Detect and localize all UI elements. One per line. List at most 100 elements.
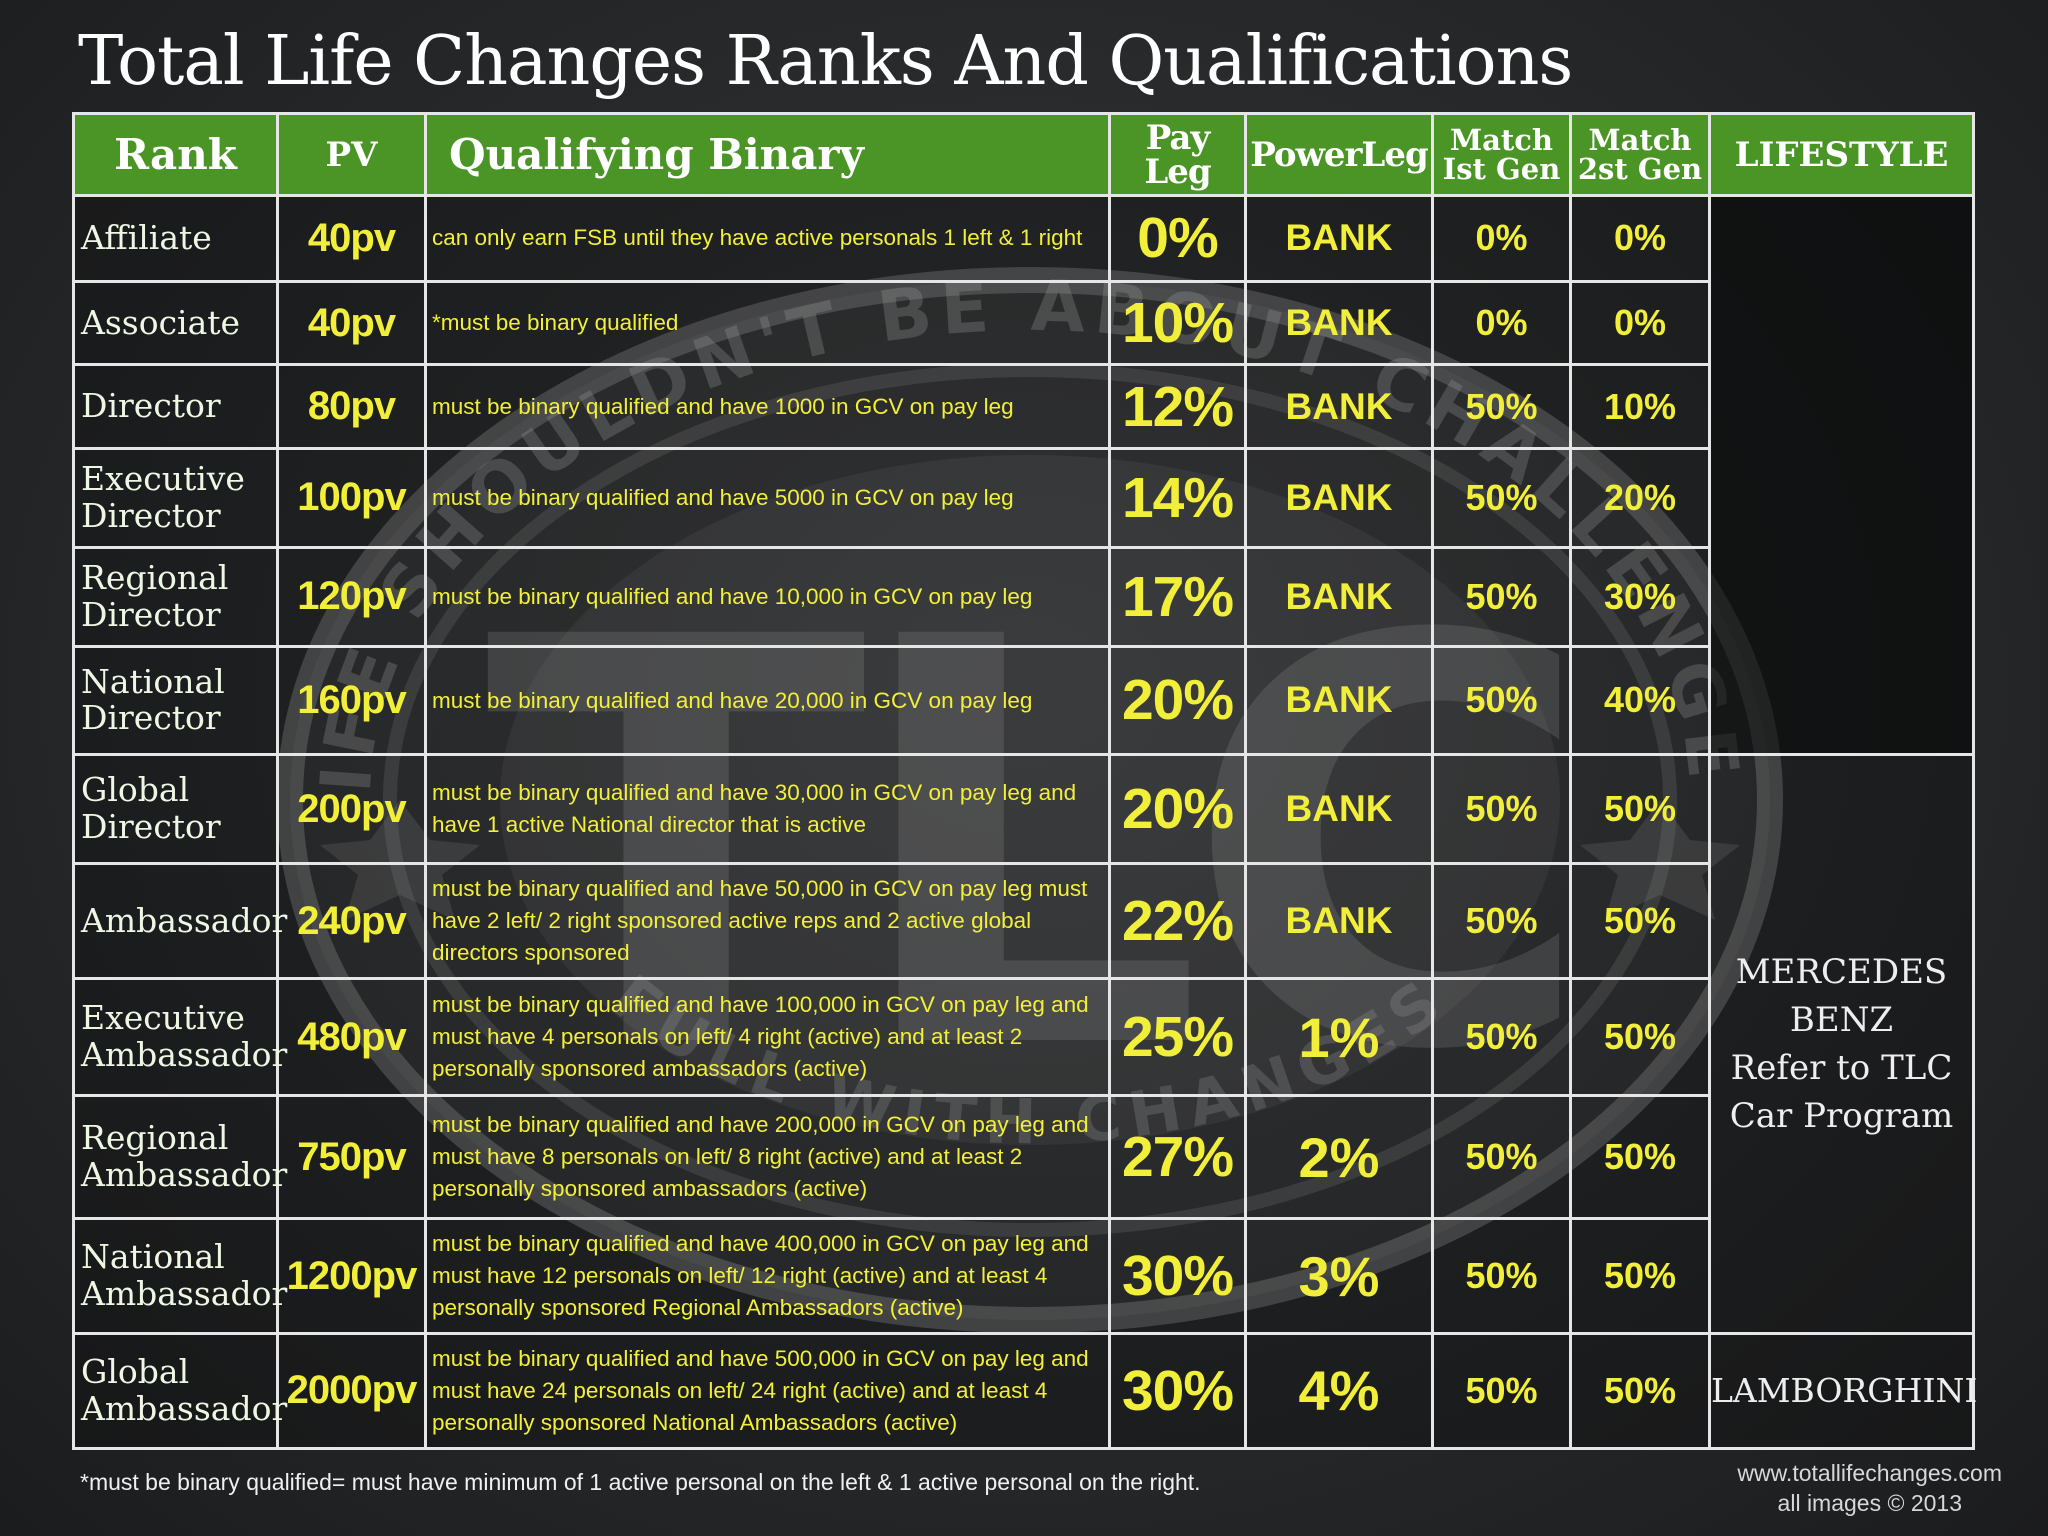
match-1st-gen-value: 50% <box>1431 1331 1572 1451</box>
rank-name: Executive Ambassador <box>72 977 287 1098</box>
table-row: Director 80pv must be binary qualified and… <box>72 363 1974 450</box>
table-row: Executive Ambassador 480pv must be binary q… <box>72 977 1974 1098</box>
rank-name-line: Global <box>81 770 190 810</box>
rank-name: Global Ambassador <box>72 1331 288 1451</box>
pv-value: 120pv <box>276 545 427 648</box>
rank-name: Director <box>72 363 279 450</box>
rank-name-line: Executive <box>81 458 245 498</box>
match-2nd-gen-value: 10% <box>1569 363 1711 450</box>
rank-name-line: Ambassador <box>81 1274 288 1314</box>
header-pv: PV <box>276 112 427 197</box>
match-2nd-gen-value: 50% <box>1569 862 1711 981</box>
match-2nd-gen-value: 0% <box>1569 279 1711 367</box>
match-1st-gen-value: 50% <box>1431 753 1572 866</box>
match-1st-gen-value: 50% <box>1431 977 1572 1098</box>
table-row: Global Director 200pv must be binary qualif… <box>72 753 1975 1335</box>
qualifying-text: *must be binary qualified <box>424 279 1111 367</box>
lifestyle-lamborghini: LAMBORGHINI <box>1708 1331 1977 1451</box>
rank-name-line: Ambassador <box>81 1388 288 1428</box>
rank-name-line: Affiliate <box>81 217 212 257</box>
match-1st-gen-value: 50% <box>1431 545 1572 648</box>
rank-name-line: Global <box>81 1352 190 1392</box>
rank-name-line: Executive <box>81 998 245 1038</box>
qualifying-text: must be binary qualified and have 400,00… <box>424 1217 1111 1335</box>
table-row: Affiliate 40pv can only earn FSB until the… <box>72 193 1975 757</box>
match-1st-gen-value: 50% <box>1431 644 1572 757</box>
match-1st-gen-value: 50% <box>1431 1217 1572 1335</box>
match-1st-gen-value: 50% <box>1431 862 1572 981</box>
match-1st-gen-value: 0% <box>1431 279 1572 367</box>
rank-name-line: Director <box>81 807 221 847</box>
rank-name-line: Ambassador <box>81 1155 288 1195</box>
pay-leg-value: 30% <box>1108 1217 1247 1335</box>
rank-name-line: Director <box>81 698 221 738</box>
rank-name-line: Regional <box>81 1118 229 1158</box>
qualifying-text: can only earn FSB until they have active… <box>424 194 1111 283</box>
pay-leg-value: 14% <box>1108 446 1247 549</box>
table-row: National Ambassador 1200pv must be binary q… <box>72 1217 1974 1335</box>
rank-name: Regional Ambassador <box>72 1094 288 1221</box>
pay-leg-value: 20% <box>1108 753 1247 866</box>
power-leg-value: BANK <box>1244 753 1434 866</box>
table-header-row: Rank PV Qualifying Binary Pay Leg PowerL… <box>72 112 1975 197</box>
qualifying-text: must be binary qualified and have 500,00… <box>424 1331 1111 1451</box>
lifestyle-car-program: MERCEDES BENZ Refer to TLC Car Program <box>1708 753 1975 1335</box>
match-2nd-gen-value: 50% <box>1569 977 1711 1098</box>
match-2nd-gen-value: 50% <box>1569 1094 1711 1221</box>
match-1st-gen-value: 0% <box>1431 194 1572 283</box>
power-leg-value: BANK <box>1244 862 1434 981</box>
power-leg-value: 2% <box>1244 1094 1434 1221</box>
pay-leg-value: 17% <box>1108 545 1247 648</box>
page-title: Total Life Changes Ranks And Qualificati… <box>78 22 1573 101</box>
power-leg-value: BANK <box>1244 279 1434 367</box>
header-match-1st-gen-line2: Ist Gen <box>1442 151 1561 186</box>
power-leg-value: 3% <box>1244 1217 1434 1335</box>
pv-value: 40pv <box>276 194 427 283</box>
rank-name-line: Director <box>81 386 221 426</box>
power-leg-value: BANK <box>1244 545 1434 648</box>
qualifying-text: must be binary qualified and have 100,00… <box>424 977 1111 1098</box>
qualifying-text: must be binary qualified and have 10,000… <box>424 545 1111 648</box>
header-lifestyle: LIFESTYLE <box>1708 112 1975 197</box>
header-match-2nd-gen-line2: 2st Gen <box>1577 151 1703 186</box>
pay-leg-value: 25% <box>1108 977 1247 1098</box>
lifestyle-car-line: Refer to TLC <box>1730 1048 1953 1089</box>
pay-leg-value: 27% <box>1108 1094 1247 1221</box>
qualifying-text: must be binary qualified and have 20,000… <box>424 644 1111 757</box>
rank-name-line: National <box>81 661 225 701</box>
pv-value: 100pv <box>276 446 427 549</box>
header-match-1st-gen-line1: Match <box>1449 122 1554 157</box>
table-row: Executive Director 100pv must be binary qua… <box>72 446 1974 549</box>
pay-leg-value: 20% <box>1108 644 1247 757</box>
rank-name: Regional Director <box>72 545 279 648</box>
rank-name-line: Director <box>81 594 221 634</box>
rank-name-line: Associate <box>81 302 241 342</box>
match-2nd-gen-value: 30% <box>1569 545 1711 648</box>
pay-leg-value: 10% <box>1108 279 1247 367</box>
footnote: *must be binary qualified= must have min… <box>80 1469 1201 1495</box>
lifestyle-car-line: MERCEDES <box>1735 951 1948 992</box>
rank-name: Associate <box>72 279 279 367</box>
rank-name: National Ambassador <box>72 1217 288 1335</box>
rank-name: Ambassador <box>72 862 287 981</box>
lifestyle-empty-cell <box>1708 193 1975 757</box>
header-power-leg: PowerLeg <box>1244 112 1434 197</box>
match-2nd-gen-value: 50% <box>1569 1331 1711 1451</box>
pv-value: 40pv <box>276 279 427 367</box>
pv-value: 200pv <box>276 753 427 866</box>
pv-value: 160pv <box>276 644 427 757</box>
match-2nd-gen-value: 40% <box>1569 644 1711 757</box>
qualifying-text: must be binary qualified and have 50,000… <box>424 862 1111 981</box>
power-leg-value: 4% <box>1244 1331 1434 1451</box>
table-row: Associate 40pv *must be binary qualified 10… <box>72 279 1974 367</box>
pv-value: 2000pv <box>276 1331 427 1451</box>
qualifying-text: must be binary qualified and have 200,00… <box>424 1094 1111 1221</box>
match-1st-gen-value: 50% <box>1431 446 1572 549</box>
power-leg-value: BANK <box>1244 363 1434 450</box>
table-row: National Director 160pv must be binary qual… <box>72 644 1974 757</box>
qualifying-text: must be binary qualified and have 5000 i… <box>424 446 1111 549</box>
rank-name: Global Director <box>72 753 279 866</box>
qualifying-text: must be binary qualified and have 1000 i… <box>424 363 1111 450</box>
table-row: Global Ambassador 2000pv must be binary qua… <box>72 1331 1977 1451</box>
match-2nd-gen-value: 50% <box>1569 753 1711 866</box>
